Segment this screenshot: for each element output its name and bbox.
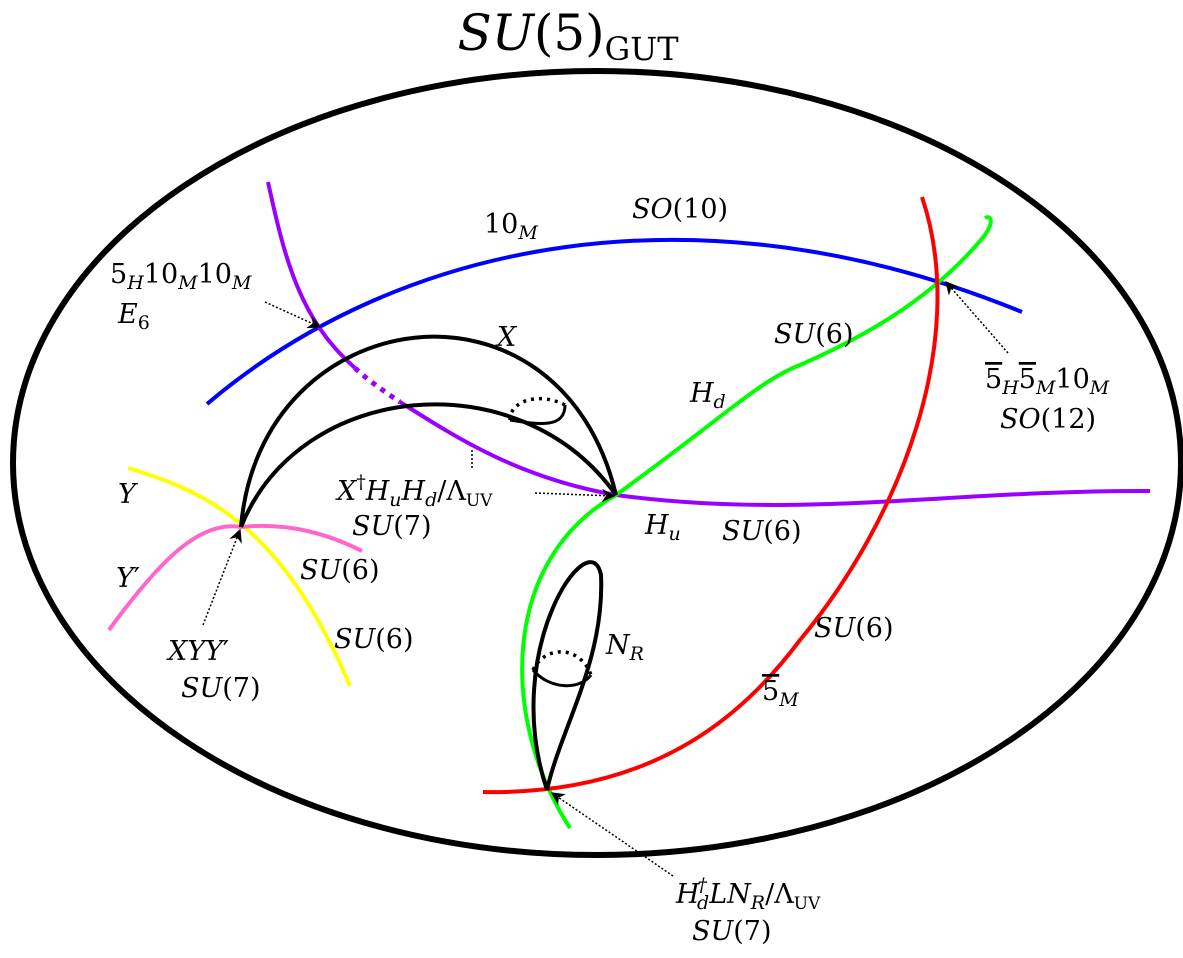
label-hdlnr-group: SU(7)	[692, 916, 772, 947]
curve-NR-loop-dotted	[531, 650, 593, 676]
label-5barM: 5M	[762, 676, 799, 711]
label-Hd: Hd	[689, 378, 726, 413]
label-su6-hu: SU(6)	[722, 516, 802, 547]
curve-Hu-lower	[398, 400, 1151, 507]
label-e6-group: E6	[117, 299, 150, 334]
label-hdlnr-coupling: H† dLNR/ΛUV	[675, 874, 821, 914]
label-xyy-coupling: XYY′	[166, 636, 229, 667]
label-xhuhd-coupling: X†HuHd/ΛUV	[335, 471, 493, 511]
curve-10M	[205, 237, 1023, 406]
label-su6-hd: SU(6)	[774, 319, 854, 350]
curve-NR-loop-solid	[531, 668, 593, 688]
curve-Hu-dotted	[353, 366, 402, 405]
curve-5barM	[482, 196, 940, 795]
label-su6-y: SU(6)	[334, 624, 414, 655]
label-Yprime: Y′	[116, 563, 140, 594]
curve-X	[239, 334, 618, 528]
label-su6-5barM: SU(6)	[814, 613, 894, 644]
label-so10: SO(10)	[632, 194, 728, 225]
label-so12-coupling: 5H5M10M	[985, 364, 1110, 399]
pointer-xyy	[202, 528, 242, 626]
gut-brane-ellipse	[10, 68, 1183, 858]
diagram-title: SU(5)GUT	[457, 4, 679, 68]
label-X: X	[495, 322, 518, 353]
pointer-hdlnr	[550, 792, 674, 877]
label-Y: Y	[118, 479, 138, 510]
curve-X-loop-dotted	[508, 396, 566, 421]
label-xyy-group: SU(7)	[181, 673, 261, 704]
pointer-xhuhd	[534, 488, 616, 503]
curve-NR	[531, 560, 604, 791]
label-Hu: Hu	[644, 510, 681, 545]
label-so12-group: SO(12)	[1000, 404, 1096, 435]
label-xhuhd-group: SU(7)	[352, 511, 432, 542]
curve-Hd	[520, 215, 993, 830]
curve-Hu-upper	[266, 181, 357, 370]
label-10M: 10M	[484, 209, 538, 244]
label-e6-coupling: 5H10M10M	[110, 259, 252, 294]
label-su6-yprime: SU(6)	[300, 555, 380, 586]
label-NR: NR	[605, 630, 644, 665]
curve-X-loop-solid	[509, 404, 567, 425]
